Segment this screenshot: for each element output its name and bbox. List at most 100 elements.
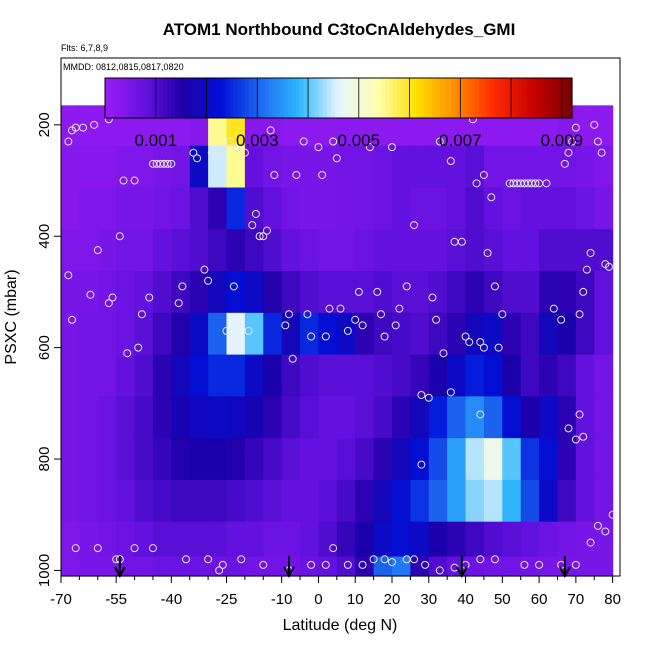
colorbar-strip [369, 78, 375, 118]
colorbar-strip [322, 78, 328, 118]
heatmap-cell [318, 556, 338, 577]
colorbar-strip [182, 78, 188, 118]
observation-point [204, 276, 213, 285]
observation-point [226, 137, 235, 146]
observation-point [119, 176, 128, 185]
heatmap-cell [244, 479, 264, 523]
heatmap-cell [281, 438, 301, 481]
colorbar-strip [385, 78, 390, 118]
heatmap-cell [189, 354, 209, 397]
heatmap-cell [61, 229, 80, 272]
heatmap-cell [336, 229, 356, 272]
heatmap-cell [318, 271, 338, 314]
heatmap-cell [428, 312, 448, 356]
observation-point [571, 560, 580, 569]
heatmap-cell [502, 556, 522, 577]
observation-point [244, 326, 253, 335]
heatmap-cell [355, 145, 375, 189]
colorbar-tick-label: 0.003 [236, 131, 279, 150]
observation-point [259, 560, 268, 569]
heatmap-cell [520, 187, 540, 230]
heatmap-cell [502, 229, 522, 272]
colorbar-strip [350, 78, 355, 118]
observation-point [391, 321, 400, 330]
heatmap-cell [116, 556, 136, 577]
colorbar-strip [210, 78, 215, 118]
heatmap-cell [391, 354, 411, 397]
observation-point [262, 226, 271, 235]
heatmap-cell [318, 479, 338, 523]
heatmap-cell [355, 479, 375, 523]
heatmap-cell [171, 396, 191, 439]
heatmap-cell [61, 105, 80, 147]
colorbar-strip [112, 78, 118, 118]
heatmap-cell [189, 556, 209, 577]
heatmap-cell [116, 312, 136, 356]
heatmap-cell [539, 229, 559, 272]
heatmap-cell [410, 187, 430, 230]
colorbar-strip [564, 78, 569, 118]
heatmap-cell [116, 438, 136, 481]
observation-point [428, 293, 437, 302]
observation-point [321, 332, 330, 341]
heatmap-cell [79, 312, 99, 356]
observation-point [134, 343, 143, 352]
heatmap-cell [134, 354, 154, 397]
colorbar-tick-label: 0.005 [338, 131, 381, 150]
observation-point [307, 560, 316, 569]
colorbar-strip [334, 78, 340, 118]
observation-point [64, 271, 73, 280]
y-axis: 200 400 600 800 1000 [36, 112, 61, 587]
observation-point [490, 282, 499, 291]
observation-point [222, 326, 231, 335]
x-tick-label: 0 [314, 591, 322, 608]
heatmap-cell [502, 145, 522, 189]
heatmap-cell [318, 145, 338, 189]
heatmap-cell [116, 521, 136, 558]
observation-point [281, 321, 290, 330]
observation-point [520, 560, 529, 569]
heatmap-cell [410, 396, 430, 439]
heatmap-cell [557, 271, 577, 314]
heatmap-cell [61, 354, 80, 397]
colorbar-strip [548, 78, 554, 118]
heatmap-cell [465, 145, 485, 189]
heatmap-cell [300, 187, 320, 230]
colorbar-strip [373, 78, 379, 118]
heatmap-cell [79, 438, 99, 481]
heatmap-cell [465, 521, 485, 558]
observation-point [564, 148, 573, 157]
colorbar-strip [256, 78, 262, 118]
heatmap-cell [520, 438, 540, 481]
observation-point [93, 544, 102, 553]
heatmap-cell [336, 145, 356, 189]
heatmap-cell [244, 145, 264, 189]
heatmap-cell [336, 479, 356, 523]
observation-point [439, 349, 448, 358]
heatmap-cell [410, 229, 430, 272]
colorbar-strip [159, 78, 164, 118]
observation-point [90, 120, 99, 129]
observation-point [410, 555, 419, 564]
heatmap-cell [410, 556, 430, 577]
observation-point [358, 560, 367, 569]
heatmap-cell [391, 521, 411, 558]
heatmap-cell [575, 312, 595, 356]
heatmap-cell [152, 187, 172, 230]
observation-point [307, 332, 316, 341]
heatmap-cell [557, 396, 577, 439]
colorbar-strip [428, 78, 433, 118]
colorbar-strip [342, 78, 347, 118]
heatmap-cell [116, 187, 136, 230]
colorbar-strip [241, 78, 246, 118]
colorbar-strip [544, 78, 550, 118]
heatmap-cell [263, 271, 283, 314]
heatmap-cell [281, 229, 301, 272]
heatmap-cell [134, 312, 154, 356]
observation-point [549, 304, 558, 313]
heatmap-cell [152, 556, 172, 577]
observation-point [255, 232, 264, 241]
heatmap-cell [355, 187, 375, 230]
heatmap-cell [134, 556, 154, 577]
heatmap-cell [502, 312, 522, 356]
